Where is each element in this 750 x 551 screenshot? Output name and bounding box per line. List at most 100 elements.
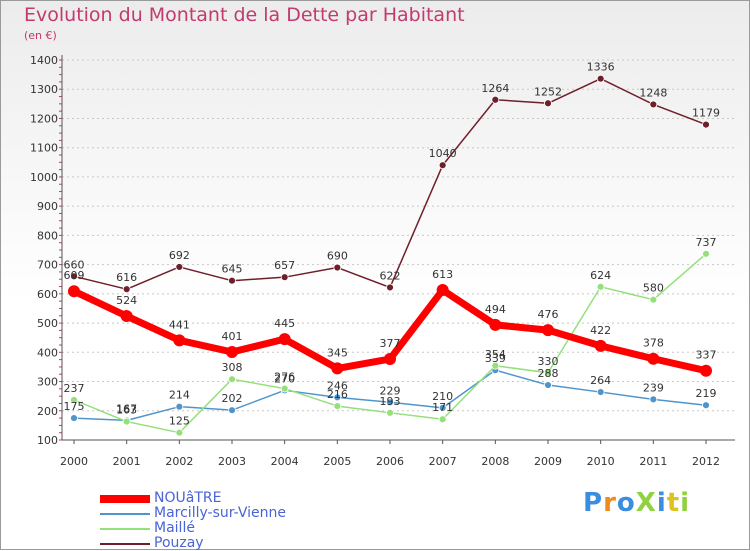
data-point	[438, 161, 447, 170]
data-point	[228, 375, 236, 384]
data-label: 337	[696, 349, 717, 362]
data-label: 657	[274, 259, 295, 272]
axis-layer: 100 200 300 400 500 600 700 800 900 1000 1100 1200 1…	[30, 54, 735, 468]
logo-letter: t	[666, 488, 681, 518]
data-point	[491, 95, 500, 104]
y-tick-label: 300	[37, 376, 58, 389]
data-label: 219	[696, 387, 717, 400]
data-label: 660	[64, 258, 85, 271]
data-point	[386, 398, 394, 407]
data-label: 264	[590, 374, 611, 387]
data-label: 580	[643, 282, 664, 295]
data-point	[333, 263, 342, 272]
data-label: 401	[222, 330, 243, 343]
x-tick-label: 2002	[165, 455, 193, 468]
legend-label: Pouzay	[154, 535, 204, 551]
x-tick-label: 2007	[429, 455, 457, 468]
logo-letter: i	[656, 488, 667, 518]
data-label: 609	[64, 269, 85, 282]
data-point	[333, 393, 342, 402]
y-tick-label: 800	[37, 229, 58, 242]
y-tick-label: 1000	[30, 171, 58, 184]
legend-swatch	[100, 543, 150, 545]
x-tick-label: 2001	[113, 455, 141, 468]
data-label: 690	[327, 250, 348, 263]
data-point	[596, 388, 605, 396]
data-label: 270	[274, 372, 295, 385]
logo-letter: r	[603, 488, 617, 518]
data-label: 163	[116, 404, 137, 417]
series-layer	[68, 74, 712, 437]
data-point	[280, 384, 289, 393]
data-label: 1179	[692, 107, 720, 120]
data-label: 214	[169, 389, 190, 402]
y-tick-label: 400	[37, 346, 58, 359]
x-tick-label: 2005	[323, 455, 351, 468]
y-tick-label: 1200	[30, 112, 58, 125]
data-point	[280, 273, 289, 282]
y-tick-label: 700	[37, 259, 58, 272]
data-label: 216	[327, 388, 348, 401]
data-point	[70, 396, 78, 404]
x-tick-label: 2000	[60, 455, 88, 468]
data-point	[702, 401, 710, 410]
data-label: 288	[538, 367, 559, 380]
legend-label: NOUâTRE	[154, 490, 222, 506]
x-tick-label: 2011	[639, 455, 667, 468]
proxiti-logo: ProXiti	[583, 488, 690, 518]
data-point	[175, 402, 184, 411]
y-tick-label: 1400	[30, 54, 58, 67]
data-point	[175, 428, 184, 437]
data-label: 239	[643, 381, 664, 394]
legend-swatch	[100, 528, 150, 530]
data-label: 202	[222, 392, 243, 405]
data-point	[491, 361, 500, 370]
data-label: 476	[538, 308, 559, 321]
data-label: 193	[380, 395, 401, 408]
data-label: 167	[116, 402, 137, 415]
data-point	[68, 285, 80, 298]
data-label: 1252	[534, 85, 562, 98]
data-label: 175	[64, 400, 85, 413]
data-point	[384, 353, 396, 366]
data-point	[649, 100, 658, 109]
data-point	[386, 283, 394, 292]
data-label: 345	[327, 346, 348, 359]
data-label: 624	[590, 269, 611, 282]
data-label: 377	[380, 337, 401, 350]
chart-title: Evolution du Montant de la Dette par Hab…	[24, 4, 465, 26]
data-point	[70, 272, 78, 281]
data-label: 445	[274, 317, 295, 330]
data-point	[175, 263, 184, 271]
data-label: 645	[222, 263, 243, 276]
y-tick-label: 600	[37, 288, 58, 301]
x-tick-label: 2012	[692, 455, 720, 468]
data-point	[647, 352, 660, 365]
logo-letter: i	[680, 488, 691, 518]
data-point	[438, 415, 447, 424]
data-point	[173, 334, 186, 347]
y-tick-label: 900	[37, 200, 58, 213]
logo-letter: P	[583, 488, 604, 518]
legend-swatch	[100, 513, 150, 515]
data-label: 1336	[587, 61, 615, 74]
x-tick-label: 2009	[534, 455, 562, 468]
legend-label: Marcilly-sur-Vienne	[154, 505, 286, 521]
x-tick-label: 2004	[271, 455, 299, 468]
y-tick-label: 1300	[30, 83, 58, 96]
data-label: 616	[116, 271, 137, 284]
data-label: 229	[380, 384, 401, 397]
data-point	[544, 368, 552, 377]
data-label-layer: 660 616 692 645 657 690 622 1040 1264 1252 1336 124…	[64, 61, 721, 428]
data-label: 494	[485, 303, 506, 316]
data-point	[702, 120, 710, 129]
data-label: 622	[380, 269, 401, 282]
data-point	[70, 414, 78, 422]
data-point	[331, 362, 344, 375]
logo-letter: X	[635, 488, 657, 518]
data-point	[544, 99, 552, 108]
data-label: 354	[485, 348, 506, 361]
data-label: 1264	[481, 82, 509, 95]
